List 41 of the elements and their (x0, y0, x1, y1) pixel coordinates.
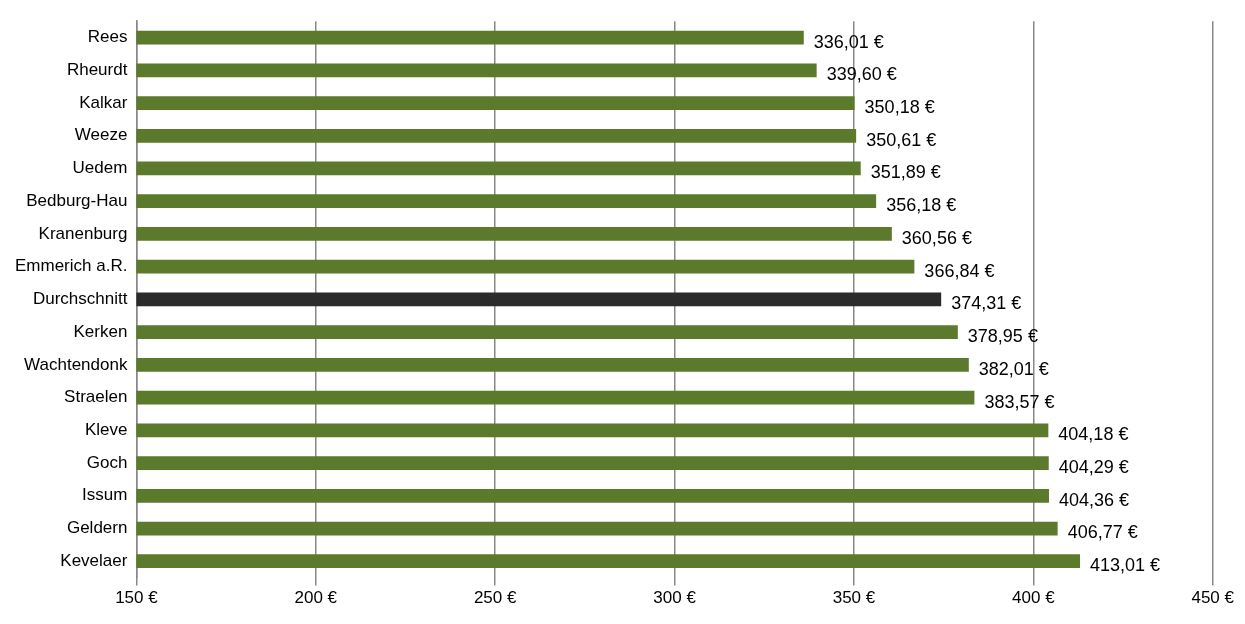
data-label: 404,29 € (1058, 457, 1129, 478)
data-label: 336,01 € (813, 31, 884, 52)
y-tick-label: Weeze (74, 125, 128, 145)
data-label: 406,77 € (1067, 522, 1138, 543)
data-label: 383,57 € (984, 391, 1055, 412)
data-label: 404,36 € (1058, 489, 1130, 510)
y-tick-label: Kleve (84, 420, 128, 440)
data-label: 350,18 € (864, 96, 935, 117)
y-tick-label: Geldern (66, 518, 128, 538)
y-tick-label: Goch (86, 452, 128, 472)
y-tick-label: Kranenburg (38, 223, 128, 243)
data-label: 382,01 € (978, 358, 1049, 379)
x-tick-label: 450 € (1191, 588, 1235, 608)
x-tick-label: 350 € (832, 588, 876, 608)
data-label: 356,18 € (886, 195, 957, 216)
y-tick-label: Straelen (64, 387, 128, 407)
data-label: 404,18 € (1058, 424, 1129, 445)
data-label: 374,31 € (951, 293, 1022, 314)
y-tick-label: Uedem (72, 158, 128, 178)
data-label: 351,89 € (870, 162, 941, 183)
y-tick-label: Durchschnitt (32, 289, 128, 309)
y-tick-label: Rheurdt (66, 59, 128, 79)
y-tick-label: Emmerich a.R. (14, 256, 128, 276)
data-label: 366,84 € (924, 260, 995, 281)
y-tick-label: Bedburg-Hau (26, 190, 128, 210)
y-tick-label: Rees (87, 27, 128, 47)
y-tick-label: Wachtendonk (24, 354, 128, 374)
y-tick-label: Kalkar (79, 92, 128, 112)
data-label: 413,01 € (1090, 555, 1161, 576)
y-tick-label: Kevelaer (60, 550, 128, 570)
y-tick-label: Issum (82, 485, 128, 505)
x-tick-label: 250 € (473, 588, 517, 608)
data-label: 350,61 € (866, 129, 937, 150)
data-label: 360,56 € (901, 227, 972, 248)
x-tick-label: 300 € (653, 588, 697, 608)
x-tick-label: 200 € (294, 588, 338, 608)
data-label: 339,60 € (826, 64, 897, 85)
y-tick-label: Kerken (73, 321, 128, 341)
x-tick-label: 150 € (115, 588, 159, 608)
x-tick-label: 400 € (1012, 588, 1056, 608)
data-label: 378,95 € (967, 326, 1038, 347)
